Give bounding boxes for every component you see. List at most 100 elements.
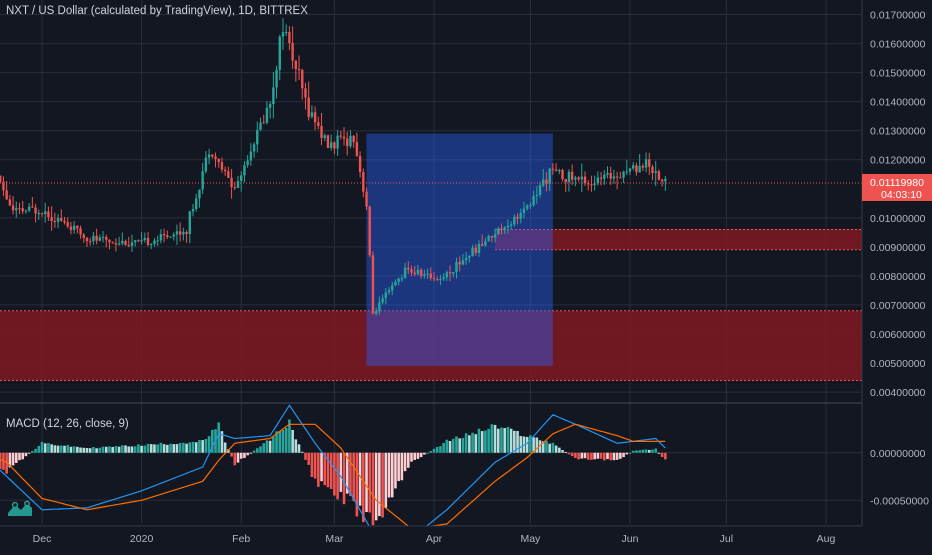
macd-bar bbox=[243, 452, 246, 458]
candle bbox=[532, 190, 535, 207]
time-axis-label: Jul bbox=[720, 533, 733, 545]
candle bbox=[625, 159, 628, 176]
macd-bar bbox=[410, 452, 413, 462]
macd-bar bbox=[429, 451, 433, 453]
candle bbox=[69, 221, 73, 235]
candle-body bbox=[98, 237, 102, 241]
macd-bar bbox=[156, 444, 159, 453]
macd-bar bbox=[262, 443, 266, 453]
candle-body bbox=[191, 208, 195, 212]
macd-bar bbox=[230, 452, 233, 457]
macd-bar bbox=[76, 446, 79, 453]
candle-body bbox=[0, 175, 2, 182]
candle-body bbox=[47, 211, 50, 218]
candle bbox=[423, 269, 426, 279]
candle-body bbox=[362, 172, 365, 192]
candle-body bbox=[400, 278, 404, 280]
macd-bar bbox=[43, 443, 47, 453]
candle bbox=[301, 68, 304, 100]
macd-bar bbox=[535, 437, 539, 453]
candle bbox=[5, 180, 8, 200]
candle bbox=[98, 234, 102, 242]
candle bbox=[664, 175, 667, 191]
macd-bar bbox=[503, 428, 506, 453]
macd-bar bbox=[390, 452, 394, 498]
candle bbox=[317, 116, 320, 130]
macd-bar bbox=[210, 429, 214, 453]
candle bbox=[384, 288, 388, 305]
candle bbox=[18, 202, 21, 215]
macd-bar bbox=[175, 444, 179, 453]
macd-bar bbox=[500, 427, 503, 453]
macd-bar bbox=[40, 441, 44, 453]
macd-bar bbox=[368, 452, 372, 513]
candle bbox=[227, 166, 230, 178]
macd-bar bbox=[268, 440, 272, 453]
candle-body bbox=[169, 236, 172, 238]
macd-bar bbox=[480, 431, 484, 453]
candle-body bbox=[583, 176, 587, 184]
candle bbox=[580, 163, 584, 193]
macd-bar bbox=[455, 436, 458, 453]
candle-body bbox=[368, 206, 371, 256]
macd-bar bbox=[88, 448, 92, 453]
candle bbox=[259, 117, 262, 131]
macd-bar bbox=[297, 444, 301, 453]
candle-body bbox=[153, 240, 156, 245]
candle-body bbox=[256, 129, 259, 145]
candle bbox=[172, 232, 175, 241]
macd-bar bbox=[397, 452, 400, 482]
candle-body bbox=[252, 144, 256, 152]
candle-body bbox=[416, 269, 420, 275]
macd-bar bbox=[236, 452, 240, 463]
macd-bar bbox=[349, 452, 352, 496]
macd-bar bbox=[477, 428, 481, 453]
macd-bar bbox=[654, 448, 658, 453]
macd-bar bbox=[558, 447, 561, 453]
candle bbox=[156, 235, 159, 247]
macd-bar bbox=[593, 452, 596, 460]
candle bbox=[47, 206, 50, 221]
candle bbox=[166, 230, 169, 240]
tradingview-logo[interactable] bbox=[6, 500, 34, 518]
candle bbox=[95, 228, 98, 245]
macd-bar bbox=[194, 442, 198, 453]
candle-body bbox=[500, 228, 503, 230]
candle-body bbox=[484, 241, 487, 246]
candle bbox=[143, 232, 147, 243]
macd-bar bbox=[602, 452, 606, 461]
candle-body bbox=[178, 231, 182, 235]
macd-bar bbox=[394, 452, 397, 489]
candle bbox=[191, 204, 195, 217]
macd-bar bbox=[586, 452, 590, 460]
macd-bar bbox=[458, 438, 462, 453]
candle-body bbox=[371, 255, 375, 314]
candle-body bbox=[519, 212, 522, 219]
price-tick-label: 0.01700000 bbox=[870, 10, 926, 22]
candle-body bbox=[56, 217, 60, 222]
candle-body bbox=[513, 216, 516, 225]
macd-bar bbox=[201, 440, 204, 453]
macd-bar bbox=[381, 452, 384, 518]
candle-body bbox=[233, 187, 236, 189]
candle bbox=[336, 129, 339, 156]
candle-body bbox=[127, 245, 130, 247]
price-tick-label: 0.01300000 bbox=[870, 126, 926, 138]
candle bbox=[426, 268, 429, 279]
candle-body bbox=[72, 225, 76, 230]
candle bbox=[256, 121, 259, 153]
macd-bar bbox=[439, 446, 442, 453]
candle bbox=[294, 60, 298, 82]
candle-body bbox=[391, 285, 394, 291]
candle-body bbox=[204, 157, 208, 172]
macd-bar bbox=[111, 446, 114, 453]
candle-body bbox=[37, 213, 40, 215]
candle-body bbox=[599, 177, 603, 179]
candle-body bbox=[474, 247, 477, 253]
macd-bar bbox=[541, 441, 545, 453]
macd-bar bbox=[631, 450, 635, 453]
macd-bar bbox=[490, 424, 494, 453]
candle bbox=[445, 270, 449, 281]
candle bbox=[243, 160, 246, 183]
